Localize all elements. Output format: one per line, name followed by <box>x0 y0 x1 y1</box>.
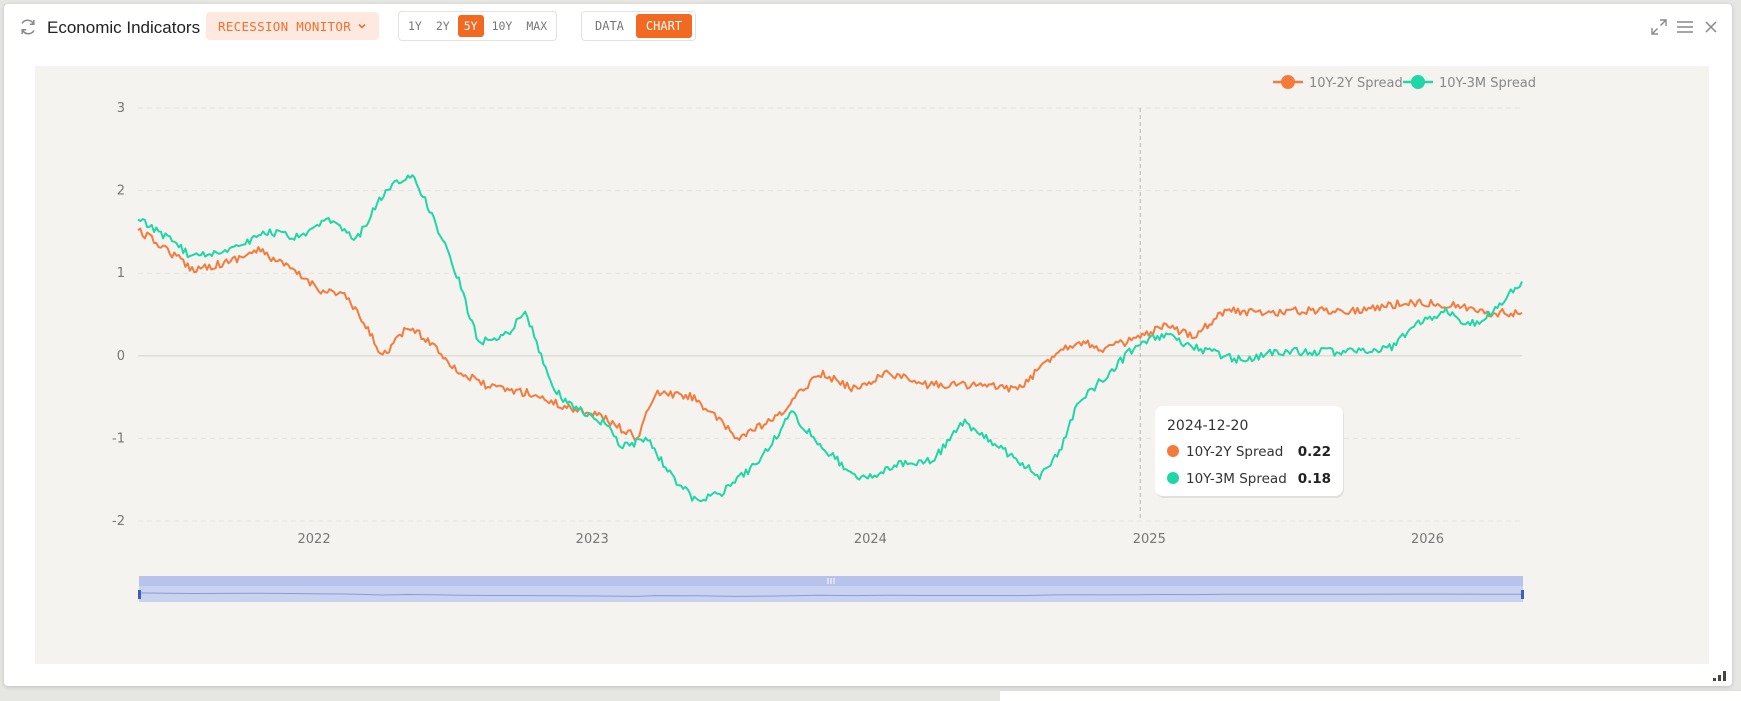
tooltip-value: 0.22 <box>1298 444 1331 460</box>
x-tick-label: 2022 <box>298 532 331 547</box>
menu-icon[interactable] <box>1675 17 1695 37</box>
series-line-10y-3m[interactable] <box>137 174 1523 503</box>
tooltip-series-name: 10Y-2Y Spread <box>1186 444 1283 460</box>
legend-item-10y-2y[interactable]: 10Y-2Y Spread <box>1273 75 1403 91</box>
navigator-handle-right[interactable] <box>1521 590 1524 599</box>
legend-marker <box>1411 75 1425 89</box>
legend-item-10y-3m[interactable]: 10Y-3M Spread <box>1403 75 1536 91</box>
refresh-icon[interactable] <box>18 17 38 37</box>
series-line-10y-2y[interactable] <box>137 227 1523 442</box>
signal-bars-icon <box>1713 671 1726 681</box>
data-view-button[interactable]: DATA <box>595 19 624 33</box>
range-10y-button[interactable]: 10Y <box>491 19 513 33</box>
tooltip-marker <box>1167 472 1179 484</box>
navigator-window[interactable] <box>139 586 1523 602</box>
x-tick-label: 2025 <box>1133 532 1166 547</box>
y-tick-label: -2 <box>112 514 125 529</box>
legend-label: 10Y-2Y Spread <box>1309 76 1403 91</box>
y-tick-label: 0 <box>117 349 125 364</box>
legend-marker <box>1281 75 1295 89</box>
range-selector: 1Y 2Y 5Y 10Y MAX <box>398 11 558 41</box>
x-tick-label: 2024 <box>854 532 887 547</box>
chart-view-button[interactable]: CHART <box>635 14 693 38</box>
page-title: Economic Indicators <box>47 18 201 37</box>
recession-monitor-dropdown[interactable]: RECESSION MONITOR <box>206 12 380 40</box>
tooltip-marker <box>1167 445 1179 457</box>
navigator-series <box>137 592 1522 597</box>
y-tick-label: -1 <box>112 431 125 446</box>
panel-toolbar: Economic Indicators RECESSION MONITOR 1Y… <box>4 4 1732 50</box>
tooltip-value: 0.18 <box>1298 471 1331 487</box>
chevron-down-icon <box>358 23 366 29</box>
range-1y-button[interactable]: 1Y <box>408 19 422 33</box>
line-chart[interactable]: 3 2 1 0 -1 -2 2022 2023 2024 2025 2026 10Y-2Y Spr… <box>35 66 1709 664</box>
close-icon[interactable] <box>1701 17 1721 37</box>
tooltip-date: 2024-12-20 <box>1167 418 1248 434</box>
view-selector: DATA CHART <box>581 11 697 41</box>
range-2y-button[interactable]: 2Y <box>435 19 450 33</box>
navigator-handle-left[interactable] <box>138 590 141 599</box>
chart-panel: Economic Indicators RECESSION MONITOR 1Y… <box>4 4 1732 686</box>
chart-area: 3 2 1 0 -1 -2 2022 2023 2024 2025 2026 10Y-2Y Spr… <box>35 66 1709 664</box>
range-5y-button[interactable]: 5Y <box>457 15 484 37</box>
legend-label: 10Y-3M Spread <box>1439 76 1536 91</box>
y-tick-label: 1 <box>117 266 125 281</box>
window-edge <box>1000 690 1741 701</box>
x-tick-label: 2023 <box>576 532 609 547</box>
range-max-button[interactable]: MAX <box>526 19 548 33</box>
x-tick-label: 2026 <box>1411 532 1444 547</box>
y-tick-label: 2 <box>117 184 125 199</box>
tooltip-box <box>1155 406 1343 496</box>
y-tick-label: 3 <box>117 101 125 116</box>
tooltip-series-name: 10Y-3M Spread <box>1186 471 1287 487</box>
dropdown-label: RECESSION MONITOR <box>218 18 352 34</box>
expand-icon[interactable] <box>1649 17 1669 37</box>
